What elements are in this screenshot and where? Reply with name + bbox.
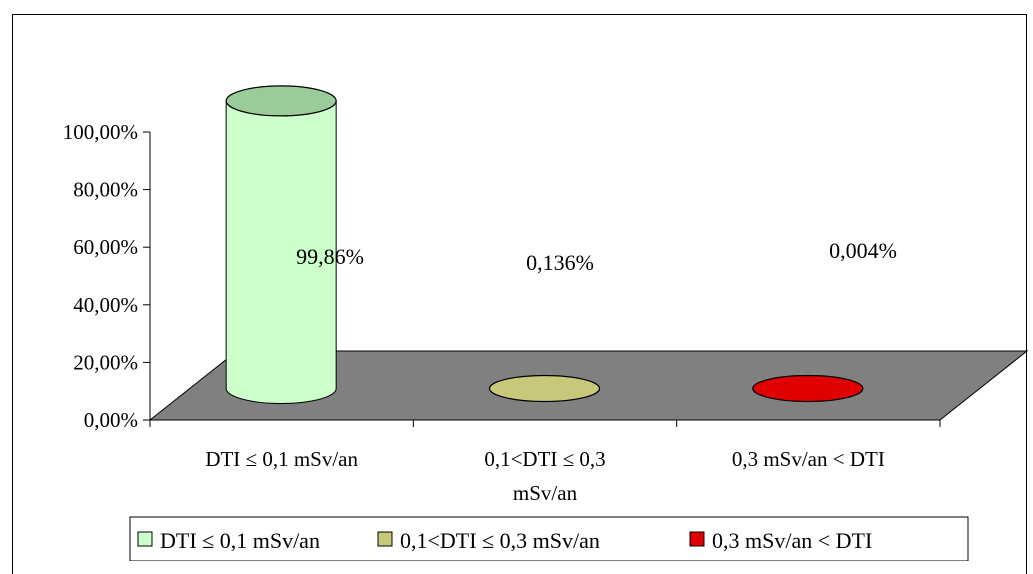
y-tick-label: 60,00% (73, 235, 138, 259)
x-category-label: 0,3 mSv/an < DTI (732, 447, 885, 471)
y-tick-label: 80,00% (73, 178, 138, 202)
bar-top (225, 85, 337, 117)
legend-box (129, 516, 969, 561)
x-axis: DTI ≤ 0,1 mSv/an 0,1<DTI ≤ 0,3 mSv/an 0,3 m… (149, 419, 941, 505)
legend-entry: 0,1<DTI ≤ 0,3 mSv/an (400, 528, 600, 553)
bar-disc (752, 374, 864, 403)
legend-swatch (377, 531, 393, 547)
bar-body (226, 100, 337, 389)
data-labels: 99,86% 0,136% 0,004% (296, 238, 897, 275)
bar-disc (488, 374, 601, 403)
y-tick-label: 100,00% (63, 120, 138, 144)
data-label: 0,004% (829, 238, 897, 263)
bar (488, 374, 601, 403)
data-label: 99,86% (296, 244, 364, 269)
bars (225, 85, 864, 404)
y-tick-label: 0,00% (84, 408, 138, 432)
x-category-label: DTI ≤ 0,1 mSv/an (205, 447, 358, 471)
data-label: 0,136% (526, 250, 594, 275)
bar (752, 374, 864, 403)
x-category-label: mSv/an (513, 481, 578, 505)
y-tick-label: 40,00% (73, 293, 138, 317)
legend-entry: 0,3 mSv/an < DTI (712, 528, 872, 553)
x-category-label: 0,1<DTI ≤ 0,3 (484, 447, 605, 471)
legend: DTI ≤ 0,1 mSv/an 0,1<DTI ≤ 0,3 mSv/an 0,3 … (129, 516, 969, 561)
y-axis: 0,00% 20,00% 40,00% 60,00% 80,00% 100,00% (63, 120, 151, 432)
chart: 0,00% 20,00% 40,00% 60,00% 80,00% 100,00% DTI… (63, 85, 1029, 561)
legend-swatch (137, 531, 153, 547)
chart-frame (12, 14, 1027, 574)
y-tick-label: 20,00% (73, 350, 138, 374)
bar-bottom-edge (225, 388, 337, 404)
bar (225, 85, 337, 404)
legend-entry: DTI ≤ 0,1 mSv/an (160, 528, 320, 553)
legend-swatch (689, 531, 705, 547)
